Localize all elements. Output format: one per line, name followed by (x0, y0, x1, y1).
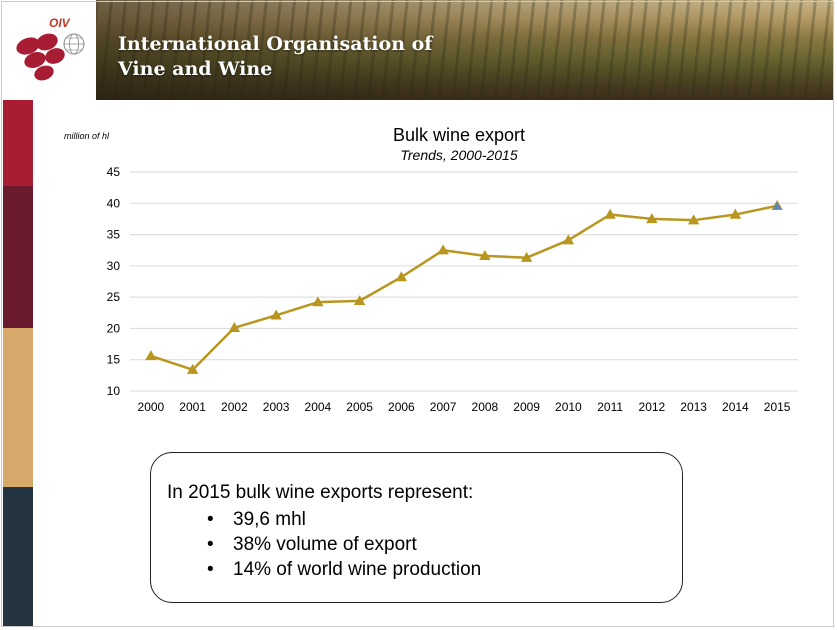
data-point-marker (687, 214, 700, 225)
x-tick-label: 2014 (722, 400, 749, 414)
side-stripe-tan (3, 328, 33, 487)
x-tick-label: 2006 (388, 400, 415, 414)
bullet-icon: • (207, 509, 214, 530)
data-point-marker (437, 244, 449, 255)
oiv-logo-icon (16, 33, 85, 81)
data-point-marker (186, 363, 199, 374)
data-point-marker (353, 295, 366, 306)
x-tick-label: 2008 (472, 400, 499, 414)
x-tick-label: 2011 (597, 400, 623, 414)
x-tick-label: 2010 (555, 400, 582, 414)
data-point-marker (604, 208, 616, 219)
chart-subtitle: Trends, 2000-2015 (400, 147, 518, 163)
x-tick-label: 2009 (513, 400, 540, 414)
summary-box: In 2015 bulk wine exports represent: • 39… (150, 452, 683, 603)
x-tick-label: 2001 (179, 400, 206, 414)
y-tick-label: 45 (107, 165, 121, 179)
x-tick-label: 2005 (346, 400, 373, 414)
y-tick-label: 15 (107, 353, 121, 367)
bullet-icon: • (207, 559, 214, 580)
bullet-icon: • (207, 534, 214, 555)
summary-list: • 39,6 mhl • 38% volume of export • 14% of … (207, 507, 481, 582)
header: OIV International Organisation of Vine a… (0, 0, 837, 100)
summary-lead: In 2015 bulk wine exports represent: (167, 482, 474, 503)
summary-item-text: 38% volume of export (233, 534, 417, 555)
x-tick-label: 2000 (138, 400, 165, 414)
x-tick-label: 2002 (221, 400, 248, 414)
y-axis-unit-label: million of hl (64, 131, 110, 141)
summary-item: • 14% of world wine production (207, 557, 481, 582)
y-tick-label: 30 (107, 259, 121, 273)
data-point-marker (729, 208, 742, 219)
organisation-title-line2: Vine and Wine (118, 58, 273, 80)
data-point-marker (395, 271, 408, 282)
x-tick-label: 2013 (680, 400, 707, 414)
summary-item: • 39,6 mhl (207, 507, 481, 532)
y-tick-label: 35 (107, 228, 121, 242)
data-point-marker (312, 296, 324, 307)
vineyard-banner: International Organisation of Vine and W… (96, 0, 833, 100)
x-tick-label: 2003 (263, 400, 290, 414)
summary-item-text: 14% of world wine production (233, 559, 482, 580)
data-point-marker (771, 199, 783, 210)
data-point-marker (646, 213, 658, 224)
data-point-marker (228, 321, 241, 332)
side-stripe-red (3, 100, 33, 186)
oiv-logo: OIV (0, 0, 96, 100)
summary-item-text: 39,6 mhl (233, 509, 306, 530)
x-tick-label: 2012 (639, 400, 666, 414)
y-tick-label: 10 (107, 384, 121, 398)
y-tick-label: 25 (107, 290, 121, 304)
y-tick-label: 40 (107, 196, 121, 210)
y-tick-label: 20 (107, 321, 121, 335)
side-stripe-burgundy (3, 186, 33, 328)
series-line (150, 204, 778, 371)
summary-item: • 38% volume of export (207, 532, 481, 557)
data-point-marker (145, 350, 157, 361)
x-tick-label: 2015 (764, 400, 791, 414)
organisation-title-line1: International Organisation of (118, 33, 433, 55)
data-point-marker (562, 234, 575, 245)
data-point-marker (520, 251, 533, 262)
chart-title: Bulk wine export (392, 125, 526, 145)
banner-shade (96, 0, 833, 100)
organisation-title: International Organisation of Vine and W… (118, 32, 432, 82)
side-stripe-navy (3, 487, 33, 627)
x-tick-label: 2004 (305, 400, 332, 414)
data-point-marker (479, 250, 491, 260)
x-tick-label: 2007 (430, 400, 457, 414)
logo-text: OIV (49, 16, 70, 30)
data-point-marker (270, 309, 282, 320)
